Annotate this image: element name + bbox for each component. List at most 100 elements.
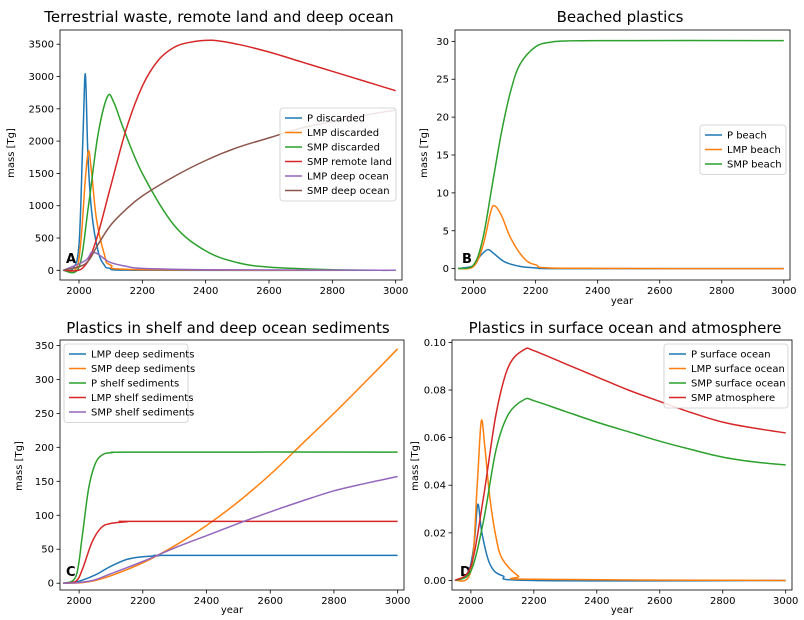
x-tick-label: 2000	[66, 286, 91, 297]
x-tick-label: 2400	[585, 286, 610, 297]
legend-label: SMP shelf sediments	[91, 408, 194, 419]
series-line	[454, 347, 786, 582]
legend-label: P surface ocean	[691, 350, 771, 361]
y-tick-label: 2500	[29, 104, 54, 115]
series-line	[63, 520, 398, 584]
y-tick-label: 0	[48, 579, 54, 590]
legend-box	[699, 124, 787, 175]
y-tick-label: 30	[436, 37, 449, 48]
x-tick-label: 2200	[523, 286, 548, 297]
y-tick-label: 20	[436, 113, 449, 124]
x-axis-label: year	[611, 296, 634, 307]
y-tick-label: 1500	[29, 169, 54, 180]
y-tick-label: 0.02	[424, 528, 446, 539]
y-tick-label: 100	[35, 511, 54, 522]
x-tick-label: 2400	[584, 596, 609, 607]
series-line	[63, 73, 396, 272]
x-tick-label: 3000	[773, 596, 798, 607]
axes-frame	[451, 339, 793, 591]
y-tick-label: 0	[48, 266, 54, 277]
y-tick-label: 50	[41, 545, 54, 556]
y-tick-label: 300	[35, 375, 54, 386]
series-line	[63, 93, 396, 274]
y-tick-label: 0	[443, 264, 449, 275]
series-line	[63, 150, 396, 272]
x-tick-label: 2000	[66, 596, 91, 607]
legend-label: SMP deep ocean	[307, 186, 390, 197]
x-tick-label: 2400	[193, 286, 218, 297]
y-tick-label: 3500	[29, 40, 54, 51]
y-axis-label: mass [Tg]	[410, 441, 421, 491]
x-tick-label: 2600	[647, 596, 672, 607]
y-tick-label: 15	[436, 151, 449, 162]
y-tick-label: 500	[35, 234, 54, 245]
x-tick-label: 3000	[383, 286, 408, 297]
x-tick-label: 2800	[710, 596, 735, 607]
panel-b: Beached plastics mass [Tg] year B 2000 22…	[419, 8, 797, 307]
x-tick-label: 2400	[194, 596, 219, 607]
axes-frame	[59, 339, 405, 591]
panel-title: Plastics in shelf and deep ocean sedimen…	[66, 319, 390, 337]
y-tick-label: 10	[436, 188, 449, 199]
panel-c: Plastics in shelf and deep ocean sedimen…	[14, 319, 410, 616]
series-line	[457, 39, 784, 270]
x-tick-label: 2000	[461, 286, 486, 297]
x-tick-label: 3000	[771, 286, 796, 297]
y-axis-label: mass [Tg]	[419, 128, 430, 178]
panel-a: Terrestrial waste, remote land and deep …	[6, 8, 408, 297]
x-tick-label: 3000	[385, 596, 410, 607]
y-tick-label: 1000	[29, 201, 54, 212]
y-axis-label: mass [Tg]	[14, 441, 25, 491]
legend-label: P beach	[727, 131, 767, 142]
legend-label: LMP shelf sediments	[91, 393, 193, 404]
x-tick-label: 2600	[257, 596, 282, 607]
legend-label: P shelf sediments	[91, 379, 179, 390]
legend-label: P discarded	[307, 114, 365, 125]
series-line	[458, 204, 784, 270]
x-axis-label: year	[221, 605, 244, 616]
panel-letter: C	[66, 565, 76, 580]
panel-title: Beached plastics	[557, 8, 684, 26]
panel-d: Plastics in surface ocean and atmosphere…	[410, 319, 798, 616]
legend-label: SMP atmosphere	[691, 393, 775, 404]
legend-label: SMP discarded	[307, 143, 380, 154]
legend-box	[63, 343, 189, 423]
y-tick-label: 150	[35, 477, 54, 488]
y-tick-label: 5	[443, 226, 449, 237]
y-tick-label: 3000	[29, 72, 54, 83]
legend-label: SMP surface ocean	[691, 379, 786, 390]
x-tick-label: 2600	[647, 286, 672, 297]
legend-label: LMP discarded	[307, 128, 379, 139]
y-tick-label: 200	[35, 443, 54, 454]
y-tick-label: 0.04	[424, 481, 446, 492]
y-axis-label: mass [Tg]	[6, 128, 17, 178]
series-line	[457, 248, 784, 270]
legend-label: SMP beach	[727, 160, 782, 171]
series-line	[454, 503, 786, 582]
legend-label: LMP deep ocean	[307, 172, 389, 183]
x-tick-label: 2800	[709, 286, 734, 297]
panel-letter: D	[460, 565, 471, 580]
y-tick-label: 350	[35, 341, 54, 352]
series-line	[62, 451, 398, 584]
y-tick-label: 0.08	[424, 386, 446, 397]
x-tick-label: 2800	[320, 286, 345, 297]
legend-label: SMP deep sediments	[91, 364, 195, 375]
y-tick-label: 25	[436, 75, 449, 86]
panel-letter: B	[462, 252, 472, 267]
panel-letter: A	[66, 252, 76, 267]
series-line	[63, 554, 398, 584]
x-axis-label: year	[611, 605, 634, 616]
legend-label: LMP beach	[727, 145, 781, 156]
x-tick-label: 2200	[130, 286, 155, 297]
legend-label: SMP remote land	[307, 157, 392, 168]
series-line	[63, 475, 398, 584]
x-tick-label: 2800	[321, 596, 346, 607]
x-tick-label: 2600	[256, 286, 281, 297]
series-line	[454, 419, 786, 582]
y-tick-label: 2000	[29, 137, 54, 148]
axes-frame	[59, 29, 403, 281]
y-tick-label: 0.06	[424, 433, 446, 444]
series-line	[454, 397, 786, 582]
series-line	[63, 39, 396, 272]
